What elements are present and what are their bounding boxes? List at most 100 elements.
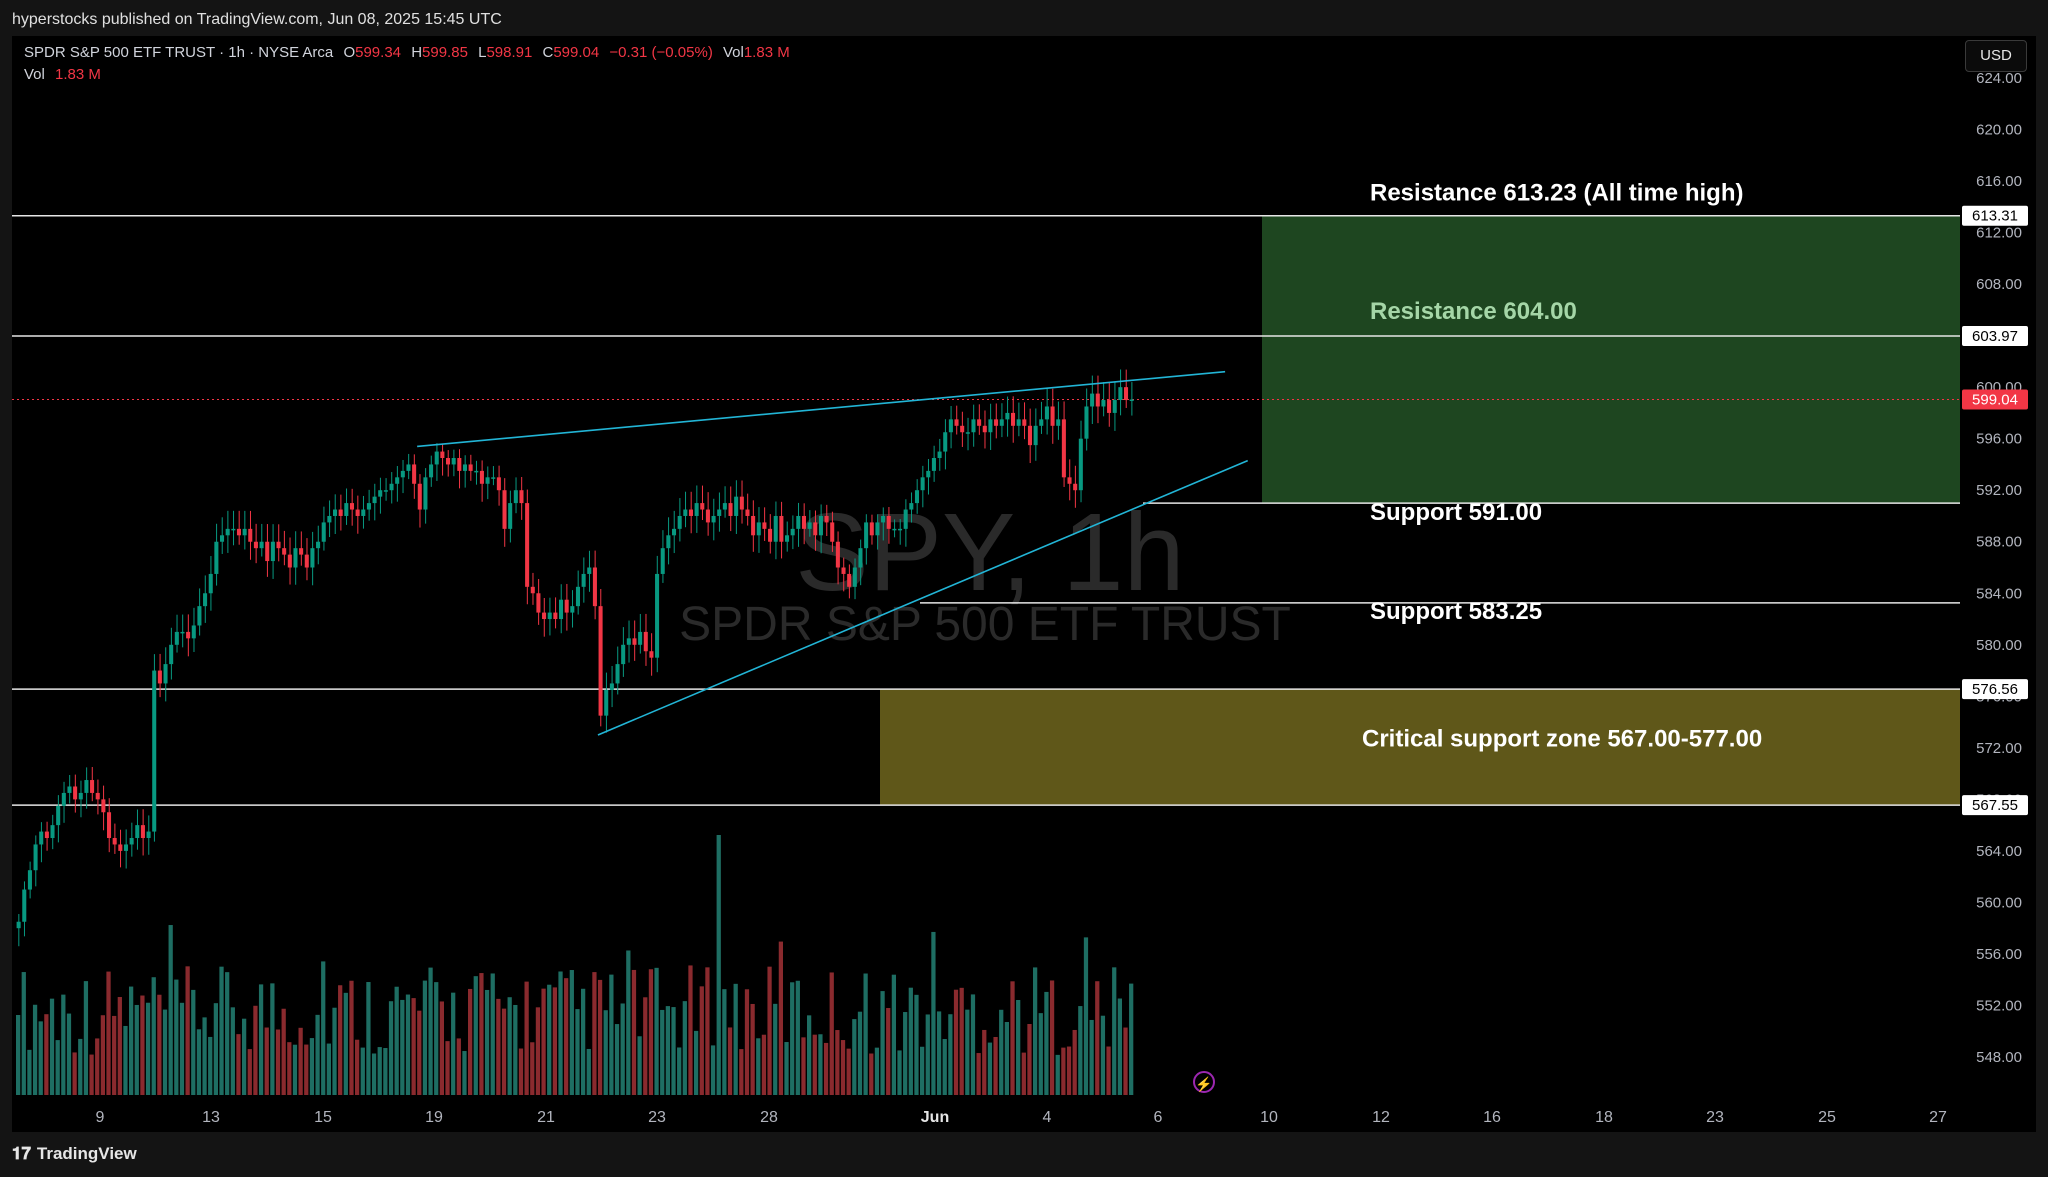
candle [502, 490, 507, 529]
volume-bar [637, 1036, 642, 1095]
candle [451, 458, 456, 465]
volume-bar [863, 973, 868, 1095]
tradingview-logo-icon: 𝟏𝟕 [12, 1144, 31, 1163]
volume-bar [581, 988, 586, 1095]
volume-bar [795, 980, 800, 1095]
volume-bar [970, 994, 976, 1095]
volume-bar [1027, 1024, 1032, 1095]
candle [203, 593, 208, 607]
candle [1067, 477, 1072, 484]
candle [152, 670, 157, 832]
tradingview-brand[interactable]: 𝟏𝟕 TradingView [12, 1144, 137, 1164]
x-axis-tick: Jun [921, 1109, 949, 1126]
candle [751, 515, 756, 536]
volume-bar [739, 1049, 744, 1095]
volume-bar [451, 992, 456, 1095]
volume-bar [445, 1041, 450, 1095]
annotation-label: Support 583.25 [1370, 598, 1542, 625]
volume-bar [1021, 1052, 1026, 1095]
candle [389, 483, 394, 491]
candle [948, 419, 953, 433]
candle [468, 464, 473, 471]
volume-bar [925, 1014, 930, 1095]
candle [1016, 419, 1021, 426]
candle [479, 470, 484, 484]
volume-bar [38, 1021, 43, 1095]
candle [293, 548, 298, 568]
volume-bar [897, 1050, 902, 1095]
volume-indicator-value: 1.83 M [55, 66, 101, 83]
volume-bar [1004, 1022, 1009, 1095]
close-label: C [542, 44, 554, 61]
candle [988, 419, 993, 433]
volume-bar [366, 982, 371, 1095]
y-axis-tick: 560.00 [1976, 894, 2022, 911]
candle [931, 458, 936, 471]
volume-bar [671, 1007, 676, 1095]
candle [756, 522, 761, 536]
currency-button[interactable]: USD [1965, 40, 2027, 72]
volume-bar [665, 1006, 670, 1095]
volume-bar [61, 994, 66, 1095]
candle [1044, 406, 1049, 420]
x-axis-tick: 13 [202, 1109, 220, 1126]
candle [688, 509, 693, 516]
candle [666, 535, 671, 549]
candle [768, 528, 773, 542]
volume-bar [100, 1015, 105, 1095]
candle [378, 490, 383, 497]
candle [615, 664, 620, 684]
volume-bar [750, 1003, 755, 1095]
candle [270, 541, 275, 562]
volume-bar [1123, 1027, 1128, 1095]
volume-bar [699, 986, 704, 1095]
symbol-description[interactable]: SPDR S&P 500 ETF TRUST · 1h · NYSE Arca [24, 44, 334, 61]
volume-bar [202, 1017, 207, 1095]
candle [366, 503, 371, 510]
candle [672, 528, 677, 536]
candle [1011, 412, 1016, 426]
volume-bar [247, 1049, 252, 1095]
volume-bar [78, 1038, 83, 1095]
volume-bar [733, 983, 738, 1095]
lightning-icon[interactable]: ⚡ [1193, 1071, 1215, 1093]
volume-bar [371, 1053, 377, 1095]
volume-bar [151, 977, 156, 1095]
candle [813, 522, 818, 536]
candle [841, 567, 846, 574]
candle [954, 419, 959, 426]
volume-bar [32, 1004, 38, 1095]
candle [700, 503, 705, 510]
candle [960, 425, 965, 433]
volume-bar [1089, 1019, 1094, 1095]
volume-indicator-label[interactable]: Vol [24, 66, 45, 83]
volume-bar [428, 967, 433, 1095]
candle [909, 503, 914, 510]
y-axis-tick: 592.00 [1976, 482, 2022, 499]
volume-bar [840, 1040, 846, 1095]
x-axis-tick: 27 [1929, 1109, 1947, 1126]
volume-bar [586, 1048, 591, 1095]
volume-bar [174, 979, 179, 1095]
volume-bar [801, 1037, 806, 1095]
volume-bar [1083, 937, 1089, 1095]
volume-bar [112, 1015, 117, 1095]
volume-bar [648, 969, 654, 1095]
candle [779, 515, 784, 542]
volume-bar [1038, 1013, 1043, 1095]
candle [1022, 419, 1027, 426]
candle [643, 631, 648, 652]
volume-bar [405, 994, 411, 1095]
candle [56, 805, 61, 826]
candle [762, 522, 767, 529]
candle [327, 515, 332, 523]
candle [801, 515, 806, 529]
price-badge [1962, 795, 2028, 816]
volume-bar [727, 1027, 733, 1095]
annotation-label: Critical support zone 567.00-577.00 [1362, 726, 1762, 753]
volume-bar [490, 973, 495, 1095]
y-axis-tick: 548.00 [1976, 1049, 2022, 1066]
x-axis-tick: 19 [425, 1109, 443, 1126]
candle [44, 831, 49, 839]
